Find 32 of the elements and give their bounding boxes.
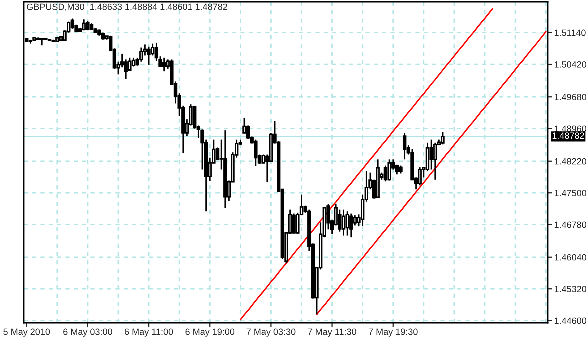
y-tick-label: 1.51140	[554, 30, 586, 36]
candlestick	[434, 142, 438, 181]
candlestick	[342, 209, 346, 237]
candlestick	[350, 213, 354, 238]
candlestick	[254, 139, 258, 167]
x-tick-label: 6 May 11:00	[124, 328, 174, 337]
x-tick-label: 7 May 11:30	[308, 328, 356, 337]
candlestick	[353, 214, 358, 226]
candlestick	[246, 125, 250, 140]
candlestick	[418, 166, 422, 186]
x-tick-label: 7 May 03:30	[246, 328, 296, 337]
candlestick	[346, 210, 350, 237]
candlestick	[338, 209, 342, 233]
candlestick	[140, 47, 144, 63]
x-tick-label: 7 May 19:30	[369, 328, 418, 337]
candlestick	[292, 213, 296, 234]
ref-line-label: 1.48782	[552, 132, 584, 140]
chart-title: GBPUSD,M30 1.48633 1.48884 1.48601 1.48782	[27, 4, 228, 12]
candlestick	[388, 158, 392, 182]
candlestick	[430, 139, 434, 170]
candlestick	[147, 46, 151, 66]
candlestick	[70, 18, 75, 30]
x-tick-label: 6 May 19:00	[186, 328, 235, 337]
x-tick-label: 5 May 2010	[4, 328, 50, 337]
x-tick-label: 6 May 03:00	[64, 328, 112, 337]
line-series	[316, 31, 547, 316]
candlestick	[441, 131, 445, 146]
candlestick	[162, 57, 166, 72]
candlestick	[426, 142, 430, 172]
line-series	[240, 8, 494, 321]
candlestick	[402, 132, 407, 160]
candlestick	[384, 165, 388, 182]
